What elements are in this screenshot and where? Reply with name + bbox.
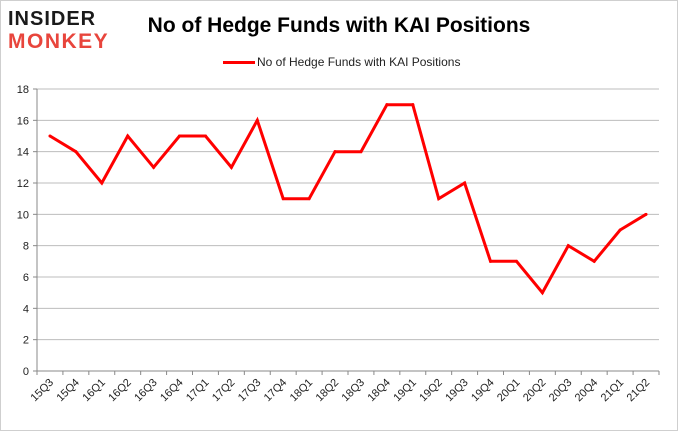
data-point (281, 197, 285, 201)
x-tick-label: 15Q3 (29, 377, 57, 405)
y-tick-label: 6 (23, 272, 29, 284)
data-point (359, 150, 363, 154)
insider-monkey-logo: INSIDER MONKEY (8, 6, 126, 54)
data-point (463, 181, 467, 185)
x-tick-label: 18Q1 (288, 377, 316, 405)
x-tick-label: 18Q4 (365, 377, 393, 405)
data-point (592, 259, 596, 263)
y-tick-label: 14 (17, 147, 29, 159)
grid-layer (37, 88, 659, 341)
x-tick-label: 16Q2 (106, 377, 134, 405)
y-tick-label: 12 (17, 178, 29, 190)
y-tick-label: 16 (17, 115, 29, 127)
x-tick-label: 16Q1 (80, 377, 108, 405)
data-point (514, 259, 518, 263)
x-tick-label: 18Q3 (340, 377, 368, 405)
data-point (178, 134, 182, 138)
x-tick-label: 19Q1 (391, 377, 419, 405)
logo-line-1: INSIDER (8, 8, 97, 30)
y-tick-label: 0 (23, 366, 29, 378)
data-point (152, 165, 156, 169)
data-point (74, 150, 78, 154)
y-tick-label: 18 (17, 84, 29, 96)
data-point (644, 212, 648, 216)
y-tick-label: 2 (23, 335, 29, 347)
x-tick-label: 18Q2 (314, 377, 342, 405)
data-point (307, 197, 311, 201)
x-tick-label: 19Q4 (469, 377, 497, 405)
y-tick-label: 4 (23, 303, 29, 315)
chart-title: No of Hedge Funds with KAI Positions (147, 14, 531, 37)
data-point (100, 181, 104, 185)
data-point (48, 134, 52, 138)
data-point (203, 134, 207, 138)
x-tick-label: 17Q2 (210, 377, 238, 405)
x-tick-label: 20Q1 (495, 377, 523, 405)
data-point (411, 103, 415, 107)
data-point (229, 165, 233, 169)
x-tick-label: 17Q1 (184, 377, 212, 405)
x-tick-label: 21Q2 (625, 377, 653, 405)
x-tick-label: 16Q4 (158, 377, 186, 405)
y-tick-label: 8 (23, 241, 29, 253)
data-point (618, 228, 622, 232)
chart-legend: No of Hedge Funds with KAI Positions (0, 53, 678, 71)
x-tick-label: 19Q3 (443, 377, 471, 405)
y-tick-labels: 0 2 4 6 8 10 12 14 16 18 (17, 84, 29, 378)
legend-label: No of Hedge Funds with KAI Positions (257, 55, 461, 69)
x-tick-label: 19Q2 (417, 377, 445, 405)
series-layer (48, 103, 648, 296)
data-point (566, 244, 570, 248)
x-tick-label: 15Q4 (54, 377, 82, 405)
data-point (385, 103, 389, 107)
x-tick-label: 21Q1 (599, 377, 627, 405)
y-tick-label: 10 (17, 209, 29, 221)
x-tick-labels: 15Q315Q416Q116Q216Q316Q417Q117Q217Q317Q4… (29, 377, 653, 405)
x-tick-label: 20Q2 (521, 377, 549, 405)
data-point (126, 134, 130, 138)
x-tick-label: 20Q4 (573, 377, 601, 405)
data-point (489, 259, 493, 263)
data-point (333, 150, 337, 154)
x-tick-label: 17Q4 (262, 377, 290, 405)
logo-line-2: MONKEY (8, 30, 110, 53)
axis-layer (33, 88, 660, 375)
x-tick-label: 16Q3 (132, 377, 160, 405)
legend-swatch (223, 60, 255, 64)
data-point (255, 118, 259, 122)
data-point (437, 197, 441, 201)
data-point (540, 291, 544, 295)
x-tick-label: 17Q3 (236, 377, 264, 405)
series-line (49, 103, 647, 296)
x-tick-label: 20Q3 (547, 377, 575, 405)
